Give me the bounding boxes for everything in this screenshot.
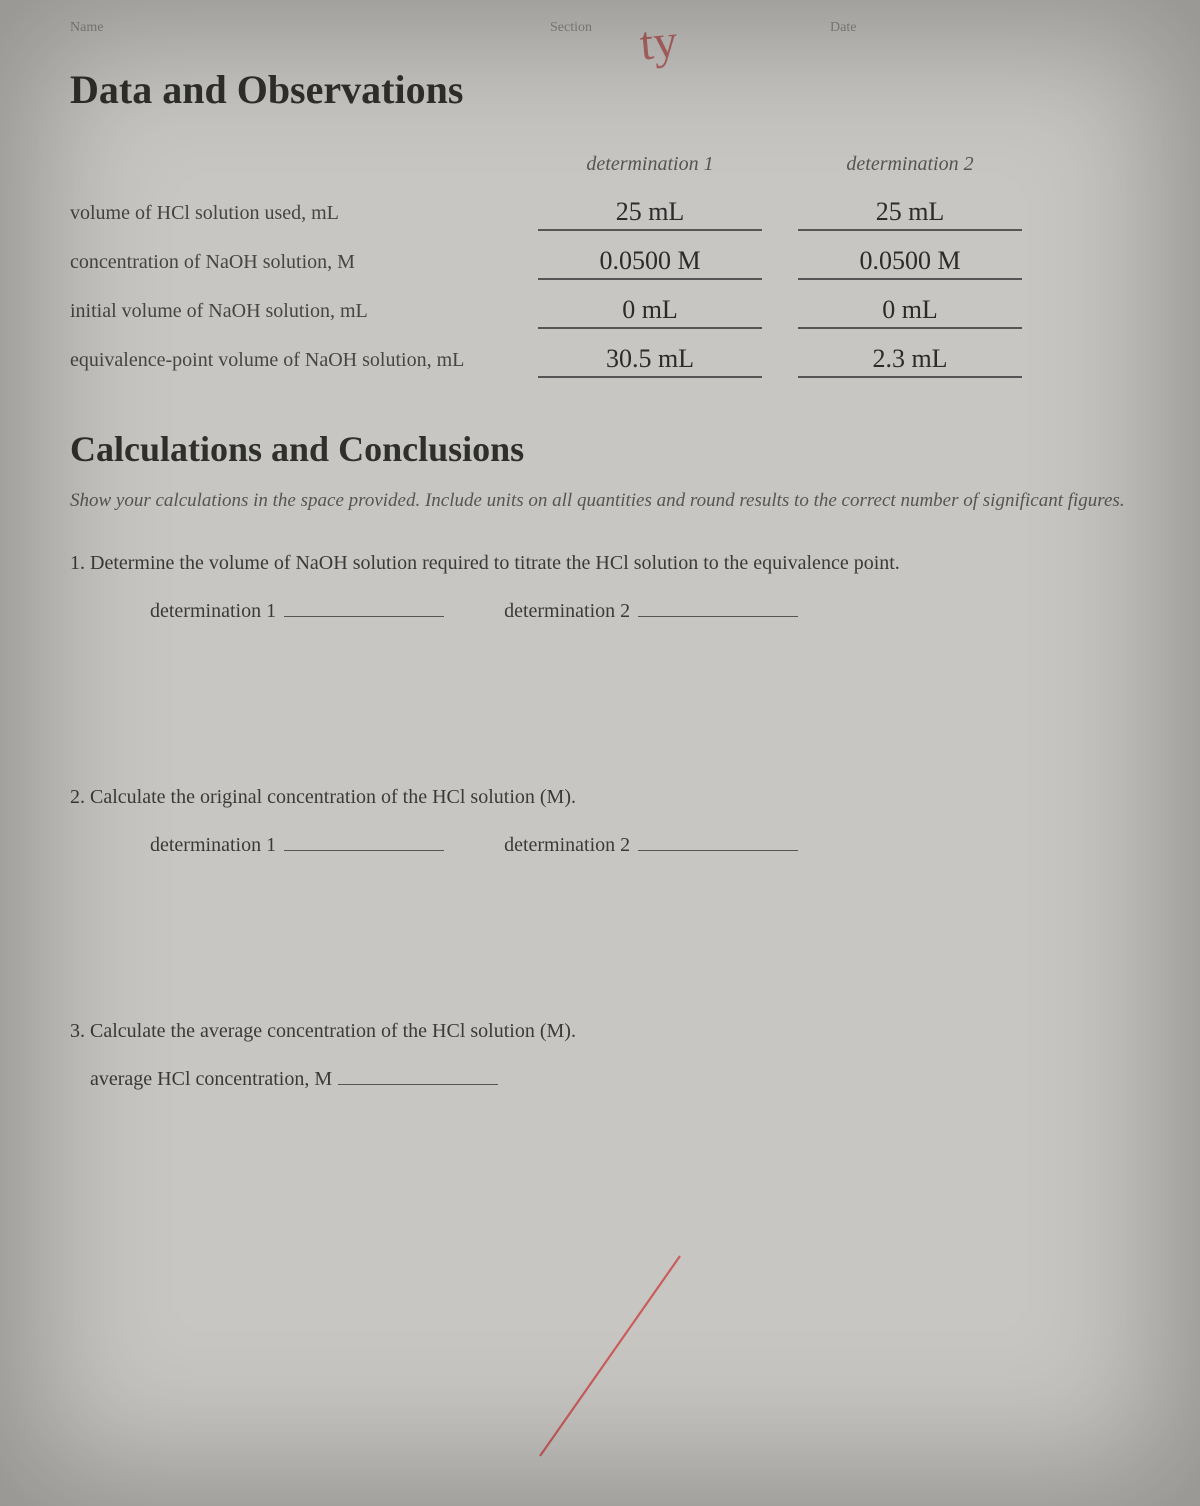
row-label: concentration of NaOH solution, M [70, 245, 520, 280]
heading-data-observations: Data and Observations [70, 66, 1140, 113]
header-labels: Name Section Date [70, 20, 1140, 36]
question-1: 1. Determine the volume of NaOH solution… [70, 549, 1140, 577]
cell-value: 30.5 mL [538, 344, 762, 378]
q2-answer-line: determination 1 determination 2 [150, 829, 1140, 857]
handwritten-initials: ty [638, 13, 680, 71]
q1-det2-blank [638, 595, 798, 617]
q2-det1-label: determination 1 [150, 834, 276, 857]
heading-calculations: Calculations and Conclusions [70, 428, 1140, 470]
q1-det2-label: determination 2 [504, 600, 630, 623]
q2-det2-blank [638, 829, 798, 851]
col-header-det1: determination 1 [520, 153, 780, 182]
row-label: volume of HCl solution used, mL [70, 196, 520, 231]
cell-value: 0 mL [538, 295, 762, 329]
cell-value: 0 mL [798, 295, 1022, 329]
cell-value: 25 mL [538, 197, 762, 231]
col-header-det2: determination 2 [780, 153, 1040, 182]
q2-det2-label: determination 2 [504, 834, 630, 857]
label-date: Date [830, 20, 1140, 36]
row-label: equivalence-point volume of NaOH solutio… [70, 343, 520, 378]
label-section: Section [550, 20, 830, 36]
question-2: 2. Calculate the original concentration … [70, 783, 1140, 811]
q1-answer-line: determination 1 determination 2 [150, 595, 1140, 623]
instructions-text: Show your calculations in the space prov… [70, 488, 1140, 515]
question-3: 3. Calculate the average concentration o… [70, 1017, 1140, 1045]
cell-value: 25 mL [798, 197, 1022, 231]
q3-avg-blank [338, 1063, 498, 1085]
q3-answer-line: average HCl concentration, M [90, 1063, 1140, 1091]
cell-value: 0.0500 M [798, 246, 1022, 280]
q1-det1-blank [284, 595, 444, 617]
red-mark-icon [520, 1246, 700, 1466]
cell-value: 2.3 mL [798, 344, 1022, 378]
data-table: determination 1 determination 2 volume o… [70, 153, 1140, 378]
label-name: Name [70, 20, 550, 36]
row-label: initial volume of NaOH solution, mL [70, 294, 520, 329]
q1-det1-label: determination 1 [150, 600, 276, 623]
cell-value: 0.0500 M [538, 246, 762, 280]
q2-det1-blank [284, 829, 444, 851]
q3-avg-label: average HCl concentration, M [90, 1068, 332, 1091]
